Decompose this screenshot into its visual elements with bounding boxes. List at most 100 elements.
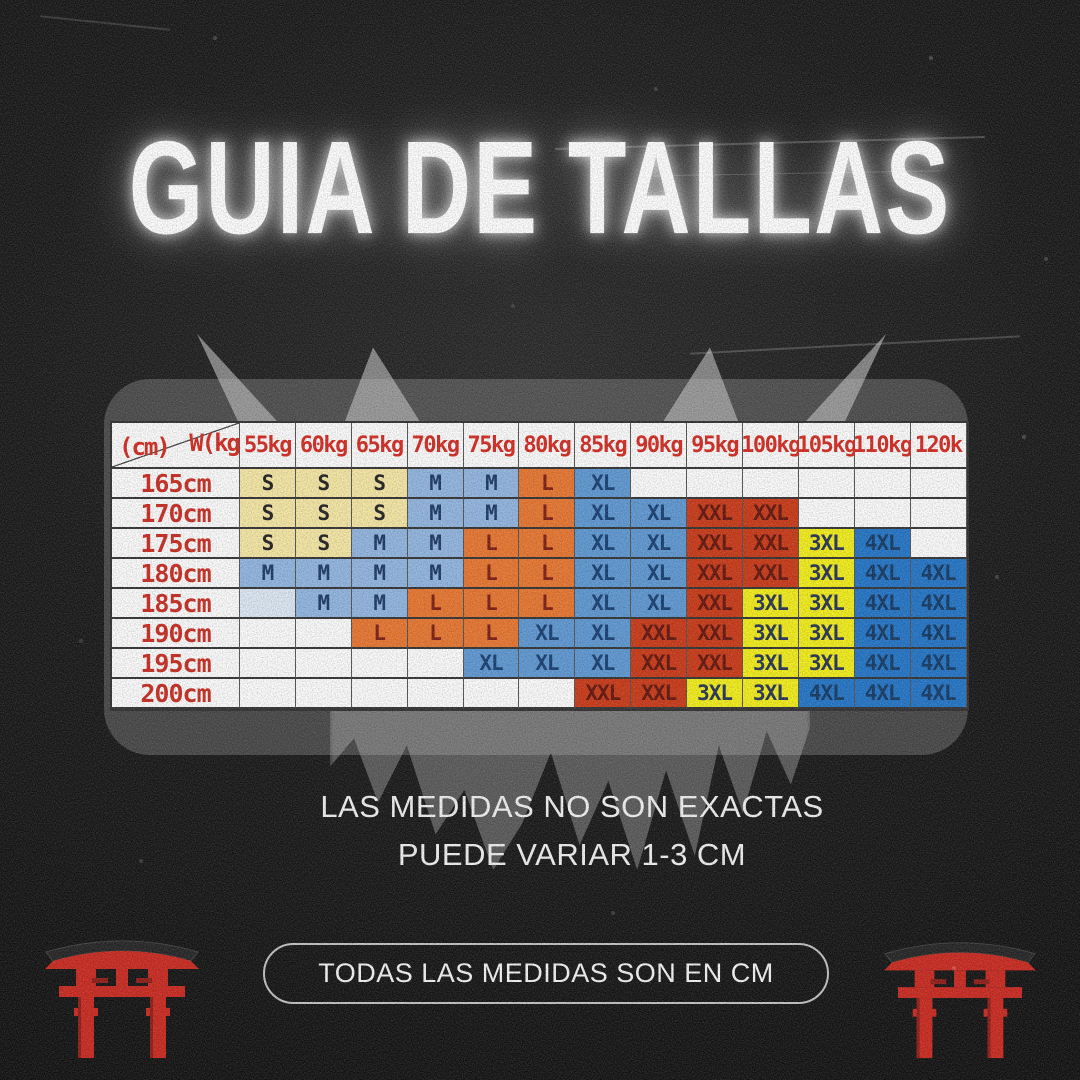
measurements-unit-badge: TODAS LAS MEDIDAS SON EN CM [263, 943, 829, 1004]
empty-size-cell [351, 679, 408, 709]
size-cell: XXL [743, 559, 799, 589]
size-cell: L [463, 589, 520, 619]
size-cell: XL [575, 589, 632, 619]
size-cell: L [519, 499, 576, 529]
size-cell: 4XL [910, 649, 967, 679]
scratch-decoration [690, 335, 1020, 355]
torii-red-structure [884, 952, 1036, 1059]
size-cell: XL [519, 649, 576, 679]
torii-red-structure [45, 951, 199, 1058]
size-cell: 3XL [798, 589, 855, 619]
size-cell: L [519, 469, 576, 499]
size-cell: 3XL [798, 529, 855, 559]
empty-size-cell [295, 649, 352, 679]
empty-size-cell [407, 649, 464, 679]
size-cell: XXL [687, 499, 744, 529]
size-cell: S [351, 499, 408, 529]
empty-size-cell [351, 649, 408, 679]
weight-header-cell: 95kg [687, 423, 744, 469]
size-cell: M [351, 589, 408, 619]
size-cell: XXL [743, 499, 799, 529]
size-cell: 4XL [910, 619, 967, 649]
weight-header-cell: 65kg [351, 423, 408, 469]
size-cell: L [407, 589, 464, 619]
size-cell: 3XL [743, 619, 799, 649]
weight-header-cell: 55kg [240, 423, 296, 469]
empty-size-cell [631, 469, 688, 499]
size-cell: 3XL [743, 649, 799, 679]
size-cell: M [295, 559, 352, 589]
empty-size-cell [295, 679, 352, 709]
size-cell: 3XL [743, 589, 799, 619]
height-label-cell: 185cm [112, 589, 240, 619]
size-cell: XL [575, 619, 632, 649]
size-cell: XXL [631, 679, 688, 709]
size-cell: XL [463, 649, 520, 679]
empty-size-cell [295, 619, 352, 649]
size-cell: XXL [743, 529, 799, 559]
size-cell: L [407, 619, 464, 649]
size-cell: 4XL [854, 679, 911, 709]
page-title: GUIA DE TALLAS [128, 114, 952, 263]
height-label-cell: 165cm [112, 469, 240, 499]
empty-size-cell [798, 469, 855, 499]
size-cell: L [463, 619, 520, 649]
size-cell: XXL [687, 619, 744, 649]
disclaimer-line-1: LAS MEDIDAS NO SON EXACTAS [320, 789, 824, 824]
size-cell: XXL [687, 559, 744, 589]
size-cell: XXL [687, 649, 744, 679]
size-cell: 4XL [910, 589, 967, 619]
size-cell: XL [519, 619, 576, 649]
weight-header-cell: 85kg [575, 423, 632, 469]
empty-size-cell [743, 469, 799, 499]
size-cell: XL [575, 529, 632, 559]
empty-size-cell [407, 679, 464, 709]
size-cell: XXL [575, 679, 632, 709]
size-cell: 4XL [910, 679, 967, 709]
scratch-decoration [40, 15, 170, 31]
size-cell: S [295, 469, 352, 499]
empty-size-cell [687, 469, 744, 499]
weight-header-cell: 80kg [519, 423, 576, 469]
size-cell: S [240, 499, 296, 529]
height-label-cell: 190cm [112, 619, 240, 649]
size-cell: 4XL [798, 679, 855, 709]
size-cell: M [295, 589, 352, 619]
size-cell: M [407, 499, 464, 529]
size-cell: L [463, 559, 520, 589]
size-cell: 4XL [854, 589, 911, 619]
size-cell: 4XL [854, 559, 911, 589]
size-cell: 4XL [910, 559, 967, 589]
torii-gate-icon [45, 940, 199, 1058]
empty-size-cell [240, 649, 296, 679]
size-cell: 3XL [687, 679, 744, 709]
empty-size-cell [910, 469, 967, 499]
size-cell: M [240, 559, 296, 589]
empty-size-cell [240, 679, 296, 709]
weight-header-cell: 60kg [295, 423, 352, 469]
size-cell: M [407, 529, 464, 559]
empty-size-cell [240, 589, 296, 619]
weight-header-cell: 110kg [853, 423, 913, 469]
size-cell: XL [575, 649, 632, 679]
size-cell: XL [631, 589, 688, 619]
size-cell: S [240, 529, 296, 559]
size-cell: L [519, 529, 576, 559]
empty-size-cell [798, 499, 855, 529]
size-cell: 3XL [798, 619, 855, 649]
size-cell: S [240, 469, 296, 499]
weight-header-cell: 70kg [407, 423, 464, 469]
weight-header-cell: 120k [910, 423, 967, 469]
disclaimer-text: LAS MEDIDAS NO SON EXACTAS PUEDE VARIAR … [32, 783, 1080, 879]
size-cell: XL [575, 469, 632, 499]
size-cell: XL [575, 499, 632, 529]
empty-size-cell [463, 679, 520, 709]
size-cell: S [295, 529, 352, 559]
size-cell: M [351, 529, 408, 559]
size-cell: XL [575, 559, 632, 589]
empty-size-cell [240, 619, 296, 649]
size-cell: 4XL [854, 529, 911, 559]
weight-header-cell: 105kg [797, 423, 857, 469]
size-cell: 4XL [854, 649, 911, 679]
